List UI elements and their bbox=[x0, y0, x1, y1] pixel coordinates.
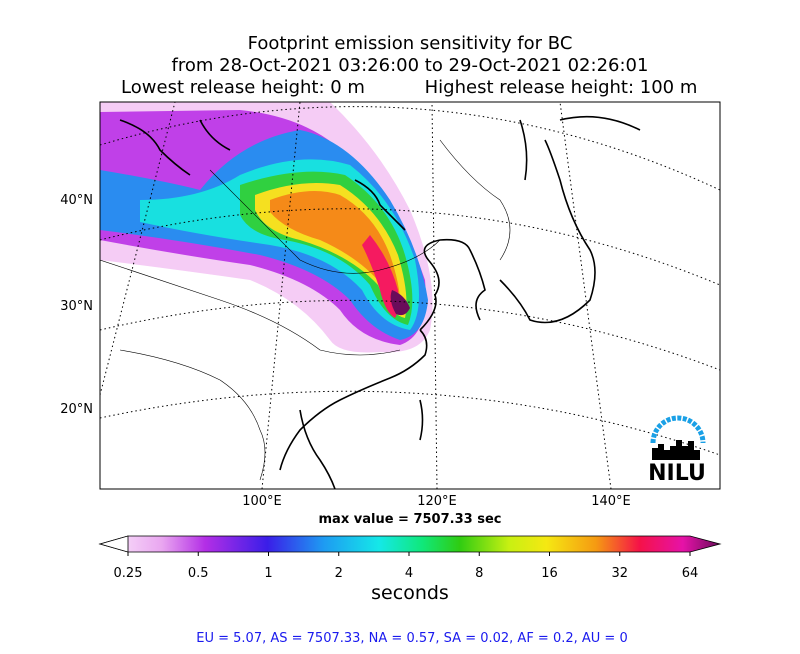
colorbar-label: seconds bbox=[371, 582, 449, 604]
lon-label: 140°E bbox=[591, 494, 631, 509]
colorbar-tick-label: 0.25 bbox=[114, 566, 143, 581]
lat-label: 30°N bbox=[60, 299, 93, 314]
title: Footprint emission sensitivity for BC bbox=[248, 33, 573, 54]
map-frame bbox=[99, 101, 721, 490]
colorbar-tick-label: 4 bbox=[405, 566, 413, 581]
max-value: max value = 7507.33 sec bbox=[319, 512, 502, 527]
map bbox=[100, 102, 720, 489]
lat-label: 40°N bbox=[60, 193, 93, 208]
colorbar-tick-label: 32 bbox=[611, 566, 628, 581]
lat-label: 20°N bbox=[60, 402, 93, 417]
logo: NILU bbox=[648, 415, 706, 486]
colorbar-tick-label: 8 bbox=[475, 566, 483, 581]
lon-label: 120°E bbox=[417, 494, 457, 509]
subtitle-period: from 28-Oct-2021 03:26:00 to 29-Oct-2021… bbox=[172, 55, 649, 76]
colorbar bbox=[98, 535, 722, 553]
colorbar-ticks: 0.25 0.5 1 2 4 8 16 32 64 bbox=[114, 552, 699, 581]
logo-text: NILU bbox=[648, 461, 706, 486]
lon-label: 100°E bbox=[242, 494, 282, 509]
subtitle-lowest: Lowest release height: 0 m bbox=[121, 77, 365, 98]
colorbar-tick-label: 1 bbox=[264, 566, 272, 581]
colorbar-tick-label: 2 bbox=[335, 566, 343, 581]
colorbar-tick-label: 0.5 bbox=[188, 566, 209, 581]
colorbar-tick-label: 64 bbox=[682, 566, 699, 581]
subtitle-highest: Highest release height: 100 m bbox=[425, 77, 698, 98]
plume bbox=[100, 102, 433, 353]
footer-stats: EU = 5.07, AS = 7507.33, NA = 0.57, SA =… bbox=[196, 631, 627, 646]
colorbar-tick-label: 16 bbox=[541, 566, 558, 581]
